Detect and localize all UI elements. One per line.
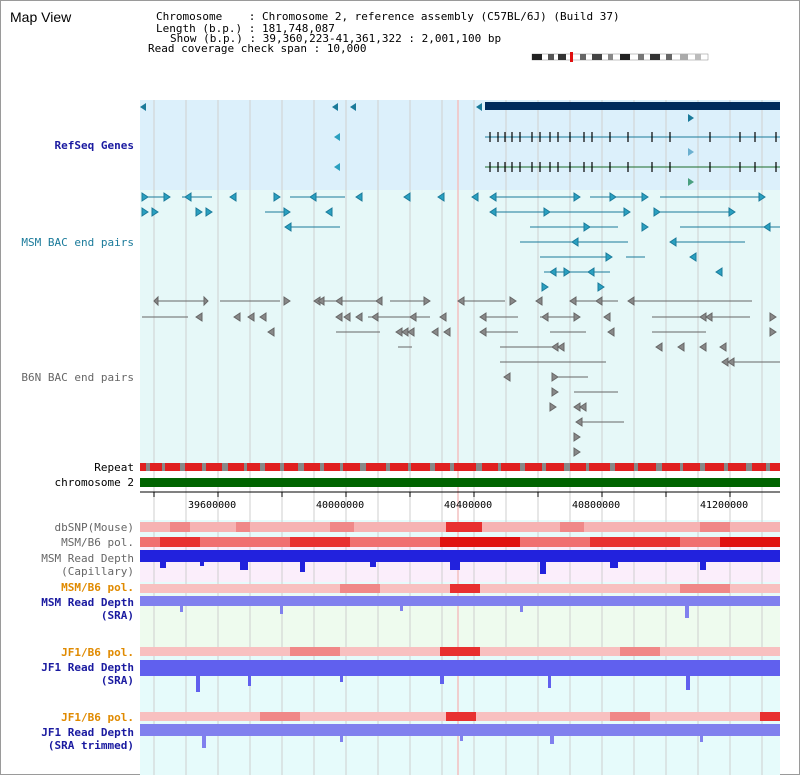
header-coverage: Read coverage check span : 10,000 bbox=[148, 43, 367, 55]
track-label-msm-b6-pol-1[interactable]: MSM/B6 pol. bbox=[61, 536, 134, 549]
jf1-pol-heat-2 bbox=[140, 712, 780, 721]
track-label-msm-depth-capillary[interactable]: MSM Read Depth bbox=[41, 552, 134, 565]
track-label-b6n-bac[interactable]: B6N BAC end pairs bbox=[21, 371, 134, 384]
jf1-trimmed-depth bbox=[140, 724, 780, 748]
track-label-msm-depth-sra-sub: (SRA) bbox=[100, 609, 134, 622]
page-title: Map View bbox=[10, 9, 72, 25]
refseq-exons bbox=[489, 132, 777, 172]
repeat-track bbox=[140, 463, 780, 471]
track-label-msm-depth-capillary-sub: (Capillary) bbox=[61, 565, 134, 578]
coverage-value: 10,000 bbox=[326, 42, 367, 55]
jf1-sra-depth bbox=[140, 660, 780, 692]
track-label-msm-b6-pol-2[interactable]: MSM/B6 pol. bbox=[61, 581, 134, 594]
axis-tick-label: 41200000 bbox=[700, 500, 749, 511]
header-show: Show (b.p.) : 39,360,223-41,361,322 : 2,… bbox=[170, 33, 501, 45]
chromosome-ideogram[interactable] bbox=[530, 52, 710, 62]
length-value: 181,748,087 bbox=[261, 22, 335, 35]
track-label-msm-bac[interactable]: MSM BAC end pairs bbox=[21, 236, 134, 249]
msm-capillary-depth bbox=[140, 550, 780, 574]
dbsnp-heat bbox=[140, 522, 780, 532]
track-label-jf1-depth-trimmed-sub: (SRA trimmed) bbox=[47, 739, 134, 752]
track-label-jf1-depth-trimmed[interactable]: JF1 Read Depth bbox=[41, 726, 134, 739]
msm-pol-heat-1 bbox=[140, 537, 780, 547]
show-label: Show (b.p.) : bbox=[170, 32, 263, 45]
refseq-background bbox=[140, 100, 780, 190]
track-label-jf1-depth-sra-sub: (SRA) bbox=[100, 674, 134, 687]
header-chromosome: Chromosome : Chromosome 2, reference ass… bbox=[156, 11, 620, 23]
axis-tick-label: 40400000 bbox=[444, 500, 493, 511]
msm-bac-track bbox=[141, 192, 780, 292]
chromosome-value: Chromosome 2, reference assembly (C57BL/… bbox=[261, 10, 620, 23]
axis-ticks bbox=[140, 491, 780, 497]
track-label-dbsnp[interactable]: dbSNP(Mouse) bbox=[54, 521, 134, 534]
b6n-bac-track bbox=[142, 295, 780, 457]
track-area[interactable] bbox=[140, 100, 780, 775]
show-value: 39,360,223-41,361,322 : 2,001,100 bp bbox=[262, 32, 502, 45]
track-label-jf1-depth-sra[interactable]: JF1 Read Depth bbox=[41, 661, 134, 674]
bac-background bbox=[140, 190, 780, 465]
track-label-chromosome[interactable]: chromosome 2 bbox=[54, 476, 134, 489]
chromosome-bar bbox=[140, 478, 780, 487]
msm-pol-heat-2 bbox=[140, 584, 780, 593]
track-label-refseq[interactable]: RefSeq Genes bbox=[54, 139, 134, 152]
chromosome-label: Chromosome : bbox=[156, 10, 262, 23]
header-length: Length (b.p.) : 181,748,087 bbox=[156, 23, 335, 35]
length-label: Length (b.p.) : bbox=[156, 22, 262, 35]
jf1-pol-heat-1 bbox=[140, 647, 780, 656]
track-label-jf1-b6-pol-2[interactable]: JF1/B6 pol. bbox=[61, 711, 134, 724]
track-label-msm-depth-sra[interactable]: MSM Read Depth bbox=[41, 596, 134, 609]
axis-tick-label: 39600000 bbox=[188, 500, 237, 511]
track-label-jf1-b6-pol-1[interactable]: JF1/B6 pol. bbox=[61, 646, 134, 659]
coverage-label: Read coverage check span : bbox=[148, 42, 327, 55]
refseq-genes-track bbox=[140, 102, 780, 186]
axis-tick-label: 40000000 bbox=[316, 500, 365, 511]
axis-tick-label: 40800000 bbox=[572, 500, 621, 511]
track-label-repeat[interactable]: Repeat bbox=[94, 461, 134, 474]
msm-sra-depth bbox=[140, 596, 780, 618]
